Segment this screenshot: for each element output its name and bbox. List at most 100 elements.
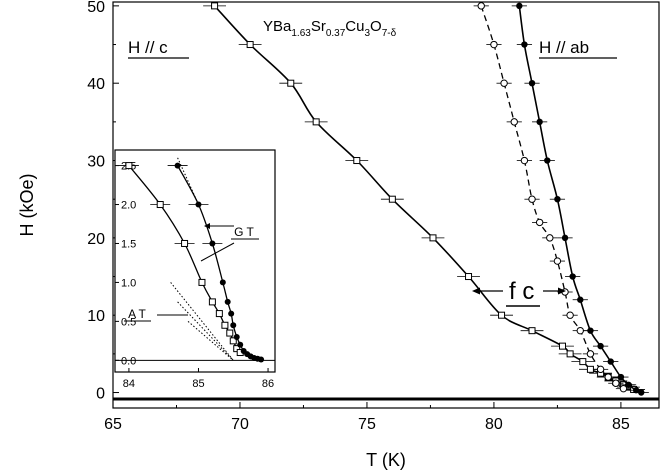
- data-point: [597, 342, 604, 350]
- x-tick-label: 85: [612, 416, 630, 433]
- data-point: [638, 389, 645, 396]
- inset-data-point: [226, 329, 234, 337]
- data-point: [566, 350, 574, 358]
- data-point: [510, 118, 518, 126]
- data-point: [388, 195, 396, 203]
- x-tick-label: 65: [104, 416, 122, 433]
- formula-sub3: 3: [364, 28, 370, 39]
- data-point: [579, 358, 587, 366]
- inset-y-tick-label: 1.5: [121, 238, 136, 250]
- annotation-h-parallel-c: H // c: [128, 38, 168, 57]
- data-point: [587, 327, 594, 334]
- x-tick-label: 75: [358, 416, 376, 433]
- data-point: [596, 365, 605, 374]
- inset-data-point: [224, 298, 231, 305]
- inset-data-point: [195, 201, 202, 208]
- y-axis-title: H (kOe): [17, 174, 37, 237]
- data-point: [612, 379, 620, 387]
- data-point: [287, 79, 295, 87]
- inset-y-tick-label: 0.0: [121, 355, 136, 367]
- data-point: [619, 384, 628, 393]
- formula-prefix: YBa: [263, 18, 292, 35]
- series-h-ab-filled-circles: [511, 2, 649, 396]
- data-point: [566, 311, 574, 319]
- main-plot-frame: [112, 1, 660, 409]
- inset-data-point: [215, 310, 223, 318]
- gt-pointer-head: [204, 223, 210, 229]
- data-point: [576, 326, 584, 335]
- data-point: [577, 296, 584, 303]
- inset-series-filled-circles: [167, 162, 265, 363]
- formula-mid3: O: [370, 18, 382, 35]
- inset-data-point: [233, 333, 240, 340]
- data-point: [554, 196, 561, 203]
- data-point: [500, 79, 508, 87]
- y-tick-label: 50: [87, 0, 105, 16]
- inset-data-point: [258, 356, 265, 363]
- data-point: [535, 218, 544, 227]
- data-point: [632, 387, 640, 394]
- data-point: [544, 157, 551, 164]
- data-point: [429, 234, 437, 242]
- inset-data-point: [219, 279, 226, 286]
- inset-data-point: [181, 239, 189, 247]
- data-point: [607, 358, 614, 365]
- fc-arrowhead-left: [472, 287, 480, 295]
- data-point: [528, 80, 536, 87]
- fc-arrowhead-right: [558, 287, 566, 295]
- inset-data-point: [174, 162, 181, 169]
- data-point: [465, 273, 473, 281]
- data-point: [353, 157, 361, 165]
- data-point: [528, 195, 536, 203]
- data-point: [477, 2, 485, 10]
- data-point: [516, 2, 523, 10]
- at-dotted-line: [187, 320, 234, 361]
- y-tick-label: 0: [96, 386, 105, 403]
- x-tick-label: 70: [231, 416, 249, 433]
- formula-sub2: 0.37: [326, 28, 346, 39]
- data-point: [536, 118, 543, 126]
- inset-data-point: [229, 337, 237, 345]
- data-point: [617, 373, 625, 381]
- data-point: [211, 2, 219, 10]
- x-tick-label: 80: [485, 416, 503, 433]
- data-point: [561, 234, 569, 242]
- formula-mid2: Cu: [345, 18, 364, 35]
- inset-data-point: [156, 201, 164, 209]
- gt-dotted-extension: [177, 157, 199, 205]
- data-point: [558, 342, 566, 350]
- formula-sub1: 1.63: [291, 28, 311, 39]
- y-tick-label: 10: [87, 308, 105, 325]
- gt-pointer-lower: [200, 242, 235, 262]
- data-point: [553, 257, 562, 265]
- inset-data-point: [209, 240, 216, 247]
- series-curve: [518, 5, 642, 394]
- series-h-ab-open-circles: [473, 2, 632, 393]
- annotation-at: A T: [128, 307, 146, 321]
- formula-label: YBa1.63Sr0.37Cu3O7-δ: [263, 18, 397, 39]
- main-data-layer: [203, 2, 649, 396]
- data-point: [498, 311, 506, 319]
- inset-y-tick-label: 2.0: [121, 200, 136, 212]
- inset-x-tick-label: 84: [123, 378, 135, 390]
- formula-mid1: Sr: [311, 18, 326, 35]
- series-curve: [214, 5, 634, 391]
- inset-data-layer: [118, 157, 265, 363]
- inset-data-point: [237, 341, 244, 348]
- y-tick-label: 20: [87, 231, 105, 248]
- annotation-h-parallel-ab: H // ab: [539, 38, 589, 57]
- inset-x-tick-label: 86: [262, 378, 274, 390]
- inset-data-point: [125, 162, 133, 170]
- annotation-gt: G T: [234, 225, 254, 239]
- data-point: [546, 234, 554, 242]
- main-axis-ticks: 65 70 75 80 85 0 10 20 30 40 50: [87, 0, 630, 433]
- data-point: [246, 41, 254, 49]
- data-point: [521, 41, 528, 48]
- inset-data-point: [208, 298, 216, 306]
- data-point: [569, 273, 576, 280]
- inset-data-point: [221, 321, 229, 329]
- inset-y-tick-label: 0.5: [121, 316, 136, 328]
- data-point: [586, 350, 595, 358]
- annotation-fc: f c: [509, 278, 534, 305]
- at-dotted-line: [170, 282, 234, 361]
